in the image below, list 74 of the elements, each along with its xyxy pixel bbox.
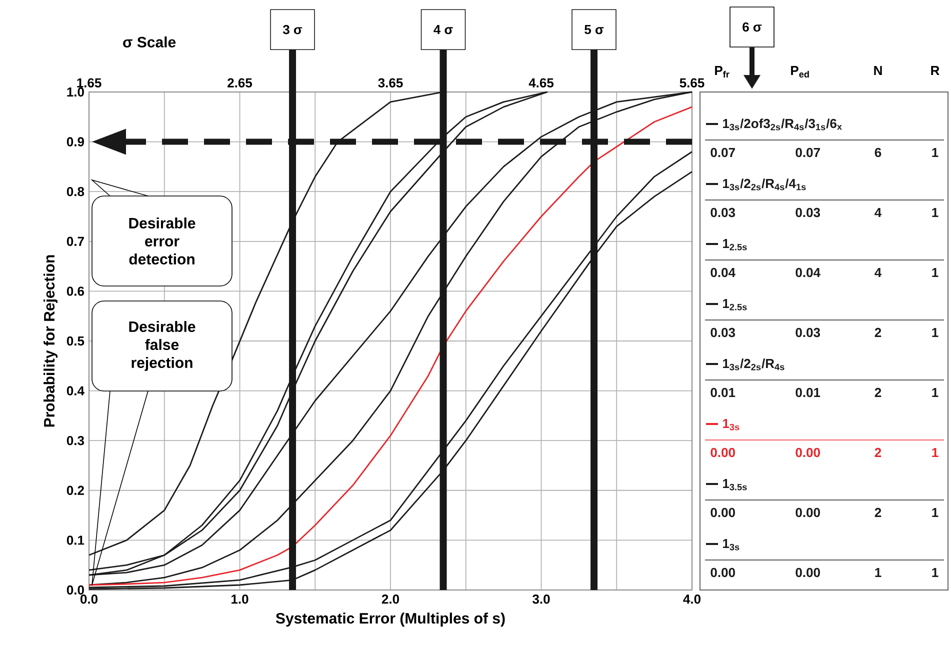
text: 1 <box>932 148 938 157</box>
text: 0.00 <box>710 568 735 578</box>
text: 0.00 <box>710 508 735 518</box>
text: 0.01 <box>796 388 820 398</box>
text: 6 <box>874 148 882 158</box>
text: 1$_{3s}$/2of3$_{2s}$/R$_{4s}$/3$_{1s}$/6$_{x}$ <box>723 118 842 130</box>
legend-label: 1$_{2.5s}$ <box>723 239 747 250</box>
legend-label: 1$_{3s}$/2$_{2s}$/R$_{4s}$/4$_{1s}$ <box>723 178 806 190</box>
text: 0.07 <box>796 148 820 158</box>
y-tick-label: 0.1 <box>66 536 84 545</box>
text: 1 <box>932 508 938 517</box>
y-tick-label: 0.3 <box>66 436 84 446</box>
legend-label: 1$_{3s}$ <box>723 419 740 430</box>
x2-tick-label: 1.65 <box>77 78 102 88</box>
x2-tick-label: 2.65 <box>228 78 252 88</box>
text: 2 <box>874 328 882 337</box>
annotation: Desirable false rejection <box>129 321 196 371</box>
text: 4 <box>874 268 882 277</box>
text: 1 <box>932 448 938 457</box>
y-tick-label: 0.5 <box>66 336 84 346</box>
text: 1 <box>875 568 882 577</box>
text: 2 <box>874 388 882 397</box>
x2-axis-title: σ Scale <box>123 36 176 48</box>
x-tick-label: 2.0 <box>382 594 400 604</box>
y-tick-label: 0.6 <box>66 286 84 296</box>
text: 0.07 <box>710 148 735 158</box>
text: 0.03 <box>796 208 820 218</box>
text: 1 <box>932 568 938 577</box>
text: 4 <box>874 208 882 217</box>
text: R <box>931 66 940 75</box>
x-tick-label: 3.0 <box>532 594 550 604</box>
text: 2 <box>874 508 882 517</box>
legend-label: 1$_{3s}$ <box>723 539 740 550</box>
text: 0.03 <box>796 328 820 338</box>
x-axis-title: Systematic Error (Multiples of s) <box>276 612 505 627</box>
text: 1 <box>932 388 938 397</box>
text: 0.00 <box>796 568 820 578</box>
x2-tick-label: 4.65 <box>528 78 554 88</box>
text: 1 <box>932 208 938 217</box>
annotation: Desirable error detection <box>129 217 196 264</box>
text: P$_{fr}$ <box>715 66 730 78</box>
legend-label: 1$_{2.5s}$ <box>723 299 747 310</box>
x-tick-label: 0.0 <box>80 594 98 604</box>
y-axis-title: Probability for Rejection <box>44 255 58 427</box>
text: 0.04 <box>710 268 736 278</box>
text: N <box>874 66 882 75</box>
y-tick-label: 1.0 <box>67 87 84 97</box>
x2-tick-label: 5.65 <box>680 78 704 88</box>
ref-line-label: 4 σ <box>434 25 453 34</box>
x-tick-label: 1.0 <box>232 594 248 604</box>
x-tick-label: 4.0 <box>683 594 700 604</box>
text: 0.00 <box>710 448 735 458</box>
y-tick-label: 0.9 <box>66 137 84 146</box>
text: 1 <box>932 328 938 337</box>
ref-line-label: 3 σ <box>282 24 302 34</box>
text: 0.04 <box>796 268 820 278</box>
text: 2 <box>874 448 882 457</box>
x2-tick-label: 3.65 <box>378 78 403 88</box>
y-tick-label: 0.2 <box>66 486 84 495</box>
ref-line-label: 5 σ <box>584 25 604 34</box>
text: 6 σ <box>742 22 762 32</box>
y-tick-label: 0.8 <box>66 186 84 196</box>
legend-label: 1$_{3s}$/2$_{2s}$/R$_{4s}$ <box>723 358 784 370</box>
text: 0.03 <box>710 328 736 338</box>
legend-label: 1$_{3.5s}$ <box>723 479 747 490</box>
text: P$_{ed}$ <box>791 66 809 78</box>
text: 0.01 <box>710 388 736 398</box>
text: 0.03 <box>710 208 736 218</box>
y-tick-label: 0.7 <box>66 236 84 246</box>
y-tick-label: 0.0 <box>66 585 84 595</box>
y-tick-label: 0.4 <box>66 386 84 396</box>
text: 0.00 <box>796 448 820 458</box>
text: 1 <box>932 268 938 277</box>
text: 0.00 <box>796 508 820 518</box>
